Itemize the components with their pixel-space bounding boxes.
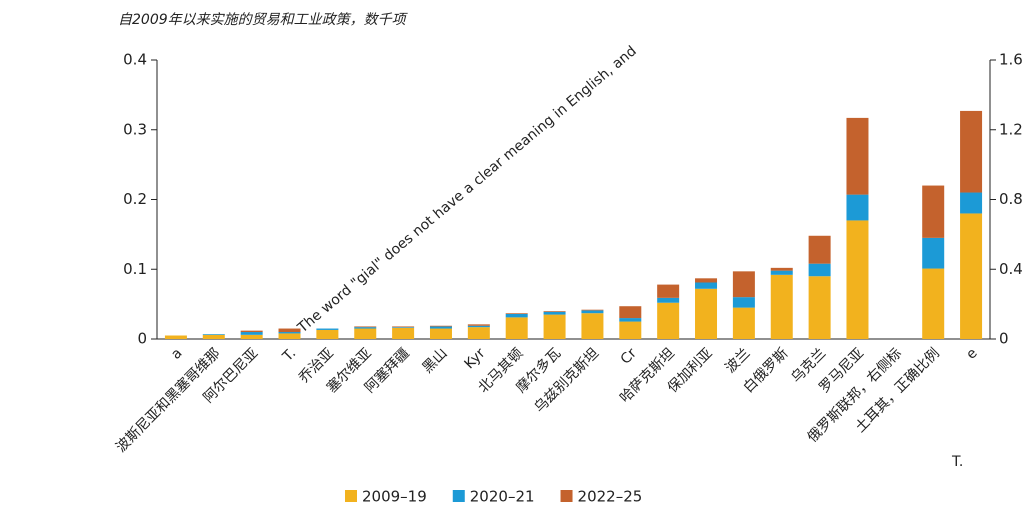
bar-segment	[392, 327, 415, 328]
bar-segment	[429, 328, 452, 339]
bar-segment	[657, 302, 680, 339]
bar-segment	[164, 335, 187, 339]
bar-segment	[619, 318, 642, 322]
bar-segment	[392, 327, 415, 339]
bar-segment	[619, 321, 642, 339]
bar-segment	[467, 324, 490, 326]
bar-segment	[695, 288, 718, 339]
legend-label: 2020–21	[470, 488, 535, 506]
y2-tick-label: 1.2	[999, 120, 1023, 138]
x-tick-label: Kyr	[461, 345, 488, 372]
bar-segment	[922, 237, 945, 269]
bar-segment	[278, 328, 301, 333]
legend-swatch	[452, 490, 465, 502]
bar-segment	[543, 311, 566, 315]
bar-segment	[505, 313, 528, 318]
y-tick-label: 0	[137, 330, 147, 348]
bar-segment	[278, 333, 301, 339]
bar-segment	[543, 311, 566, 312]
y2-tick-label: 0.4	[999, 260, 1023, 278]
bar-segment	[354, 328, 377, 339]
bar-segment	[240, 332, 263, 335]
bar-segment	[808, 235, 831, 264]
bar-segment	[732, 297, 755, 308]
bar-segment	[392, 326, 415, 328]
bar-segment	[316, 329, 339, 339]
bar-segment	[202, 334, 225, 335]
bar-segment	[695, 278, 718, 283]
legend-label: 2022–25	[578, 488, 643, 506]
bar-segment	[316, 328, 339, 330]
bar-segment	[467, 327, 490, 339]
bar-segment	[505, 313, 528, 314]
bar-segment	[202, 334, 225, 339]
bar-segment	[581, 313, 604, 339]
bar-segment	[770, 274, 793, 339]
x-tick-label: T.	[279, 345, 299, 365]
legend-swatch	[560, 490, 573, 502]
x-tick-label: Cr	[618, 345, 640, 367]
legend-label: 2009–19	[362, 488, 427, 506]
bar-segment	[467, 325, 490, 328]
bar-segment	[770, 267, 793, 271]
bar-segment	[278, 332, 301, 334]
bar-segment	[808, 276, 831, 339]
y2-tick-label: 1.6	[999, 51, 1023, 69]
bar-segment	[922, 185, 945, 238]
bar-segment	[429, 326, 452, 329]
bar-segment	[505, 317, 528, 339]
bar-segment	[960, 213, 983, 339]
bar-segment	[960, 110, 983, 193]
bar-segment	[619, 306, 642, 319]
bar-segment	[354, 326, 377, 328]
y-tick-label: 0.1	[123, 260, 147, 278]
chart-title: 自2009年以来实施的贸易和工业政策，数千项	[118, 12, 409, 28]
x-tick-label: e	[963, 345, 980, 362]
bar-segment	[581, 309, 604, 311]
bar-segment	[429, 325, 452, 327]
bar-segment	[354, 327, 377, 329]
bar-segment	[543, 314, 566, 339]
bar-segment	[657, 284, 680, 298]
bar-segment	[657, 297, 680, 303]
bar-segment	[922, 268, 945, 339]
bar-segment	[846, 220, 869, 339]
bar-segment	[770, 270, 793, 275]
x-tick-label: a	[168, 345, 185, 362]
annotation: The word "gial" does not have a clear me…	[294, 43, 640, 337]
bar-segment	[960, 192, 983, 214]
bar-segment	[732, 307, 755, 339]
bar-segment	[732, 271, 755, 298]
bar-segment	[846, 194, 869, 221]
legend-swatch	[345, 490, 357, 502]
x-tick-label: 黑山	[420, 345, 451, 376]
bar-segment	[240, 330, 263, 333]
y2-tick-label: 0	[999, 330, 1009, 348]
bar-segment	[240, 334, 263, 339]
annotation: T.	[951, 454, 963, 470]
bar-segment	[581, 310, 604, 314]
y-tick-label: 0.2	[123, 190, 147, 208]
y2-tick-label: 0.8	[999, 190, 1023, 208]
bar-segment	[695, 282, 718, 289]
bar-segment	[808, 263, 831, 277]
y-tick-label: 0.3	[123, 120, 147, 138]
y-tick-label: 0.4	[123, 51, 147, 69]
bar-segment	[846, 117, 869, 195]
x-tick-label: 波兰	[722, 345, 753, 376]
